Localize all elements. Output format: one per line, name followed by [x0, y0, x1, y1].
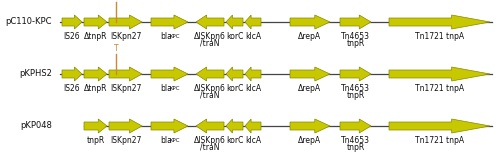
Text: IS26: IS26	[64, 84, 80, 93]
Polygon shape	[196, 67, 224, 81]
Text: Tn1721 tnpA: Tn1721 tnpA	[415, 32, 464, 41]
Text: ΔISKpn6: ΔISKpn6	[194, 136, 226, 145]
Text: /traN: /traN	[200, 143, 220, 152]
Text: Tn4653: Tn4653	[341, 84, 370, 93]
Text: Tn1721 tnpA: Tn1721 tnpA	[415, 84, 464, 93]
Polygon shape	[196, 119, 224, 133]
Text: KPC: KPC	[169, 137, 180, 143]
Text: ΔISKpn6: ΔISKpn6	[194, 32, 226, 41]
Text: IS26: IS26	[64, 32, 80, 41]
Polygon shape	[226, 119, 243, 133]
Polygon shape	[109, 119, 142, 133]
Text: pKPHS2: pKPHS2	[19, 70, 52, 79]
Text: tnpR: tnpR	[86, 136, 104, 145]
Text: /traN: /traN	[200, 39, 220, 48]
Polygon shape	[196, 15, 224, 29]
Polygon shape	[151, 67, 188, 81]
Polygon shape	[62, 67, 82, 81]
Text: bla: bla	[160, 136, 172, 145]
Text: Tn1721 tnpA: Tn1721 tnpA	[415, 136, 464, 145]
Text: T: T	[114, 44, 118, 53]
Polygon shape	[389, 15, 490, 29]
Text: ΔtnpR: ΔtnpR	[84, 32, 107, 41]
Polygon shape	[245, 119, 261, 133]
Text: C: C	[114, 0, 118, 1]
Polygon shape	[340, 15, 371, 29]
Text: bla: bla	[160, 32, 172, 41]
Text: ISKpn27: ISKpn27	[110, 84, 141, 93]
Text: Tn4653: Tn4653	[341, 136, 370, 145]
Text: pKP048: pKP048	[20, 122, 52, 131]
Polygon shape	[62, 15, 82, 29]
Text: ΔrepA: ΔrepA	[298, 84, 322, 93]
Polygon shape	[340, 119, 371, 133]
Text: ISKpn27: ISKpn27	[110, 32, 141, 41]
Polygon shape	[226, 15, 243, 29]
Text: tnpR: tnpR	[346, 91, 364, 100]
Polygon shape	[245, 67, 261, 81]
Polygon shape	[245, 15, 261, 29]
Polygon shape	[226, 67, 243, 81]
Polygon shape	[84, 119, 107, 133]
Polygon shape	[109, 15, 142, 29]
Text: korC: korC	[226, 136, 243, 145]
Text: KPC: KPC	[169, 85, 180, 91]
Polygon shape	[290, 67, 330, 81]
Polygon shape	[151, 15, 188, 29]
Polygon shape	[340, 67, 371, 81]
Text: korC: korC	[226, 84, 243, 93]
Text: ΔrepA: ΔrepA	[298, 32, 322, 41]
Text: /traN: /traN	[200, 91, 220, 100]
Polygon shape	[151, 119, 188, 133]
Text: tnpR: tnpR	[346, 39, 364, 48]
Polygon shape	[84, 15, 107, 29]
Text: korC: korC	[226, 32, 243, 41]
Text: tnpR: tnpR	[346, 143, 364, 152]
Polygon shape	[389, 67, 490, 81]
Text: klcA: klcA	[245, 136, 261, 145]
Polygon shape	[290, 119, 330, 133]
Polygon shape	[109, 67, 142, 81]
Text: KPC: KPC	[169, 33, 180, 39]
Text: klcA: klcA	[245, 32, 261, 41]
Text: ΔrepA: ΔrepA	[298, 136, 322, 145]
Text: klcA: klcA	[245, 84, 261, 93]
Text: ΔISKpn6: ΔISKpn6	[194, 84, 226, 93]
Text: Tn4653: Tn4653	[341, 32, 370, 41]
Polygon shape	[290, 15, 330, 29]
Text: ΔtnpR: ΔtnpR	[84, 84, 107, 93]
Text: bla: bla	[160, 84, 172, 93]
Polygon shape	[84, 67, 107, 81]
Text: pC110-KPC: pC110-KPC	[6, 18, 52, 27]
Text: ISKpn27: ISKpn27	[110, 136, 141, 145]
Polygon shape	[389, 119, 490, 133]
